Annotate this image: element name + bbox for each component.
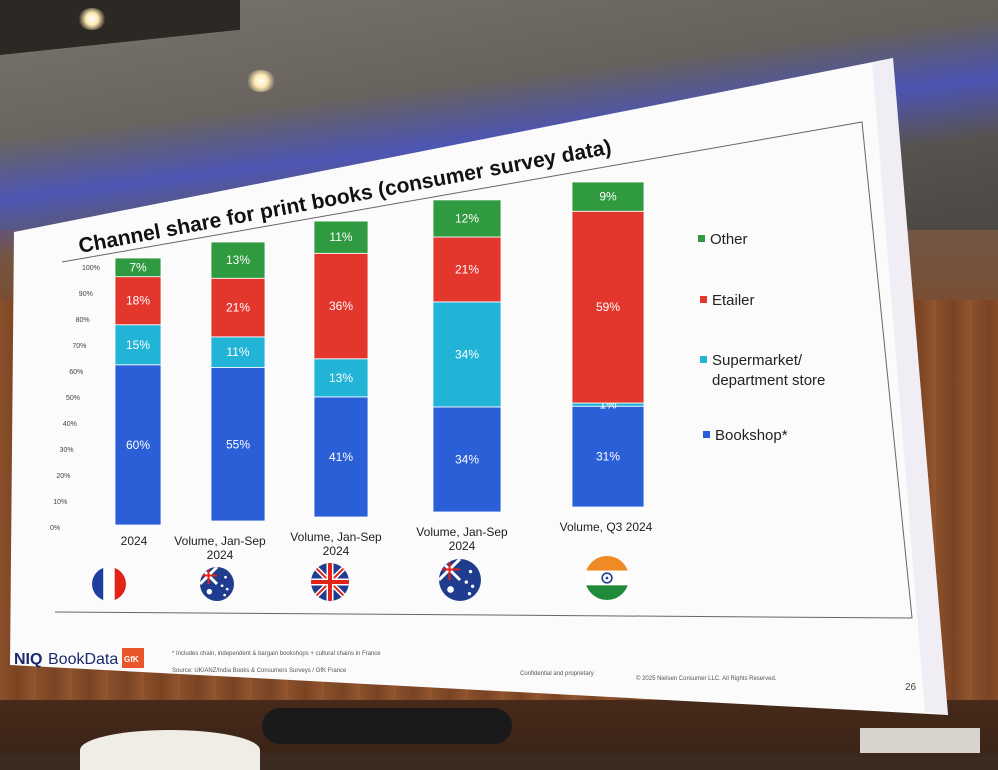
y-tick-label: 30%	[60, 447, 74, 454]
presentation-screen: Channel share for print books (consumer …	[10, 58, 948, 715]
flag-france-icon	[92, 567, 126, 601]
confidential-note: Confidential and proprietary	[520, 671, 594, 677]
conference-camera	[262, 708, 512, 744]
legend-label: Etailer	[712, 292, 755, 309]
x-tick-label: Volume, Jan-Sep	[174, 534, 266, 548]
footer: NIQ BookData GfK * Includes chain, indep…	[14, 648, 917, 693]
gfk-logo	[122, 648, 144, 668]
bar-bookshop-4	[571, 405, 645, 508]
legend-label: Other	[710, 231, 748, 248]
bar-other-0	[114, 257, 162, 278]
y-tick-label: 10%	[53, 499, 67, 506]
bar-etailer-1	[210, 277, 266, 338]
ceiling-light	[246, 70, 276, 92]
wall-outlet-panel	[860, 728, 980, 753]
screen-edge-shade	[872, 58, 948, 715]
chart-frame	[54, 121, 913, 619]
y-tick-label: 60%	[69, 369, 83, 376]
data-label: 41%	[329, 450, 353, 464]
data-label: 34%	[455, 452, 479, 466]
flag-india-icon	[585, 556, 629, 600]
bar-supermarket-department-store-0	[114, 324, 162, 366]
bar-other-2	[313, 220, 369, 254]
legend-label: Supermarket/	[712, 352, 803, 369]
legend-swatch	[703, 431, 710, 438]
x-tick-label: 2024	[449, 539, 476, 553]
x-tick-label: Volume, Q3 2024	[560, 520, 653, 534]
bar-supermarket-department-store-1	[210, 336, 266, 368]
data-label: 21%	[455, 262, 479, 276]
copyright: © 2025 Nielsen Consumer LLC. All Rights …	[636, 675, 777, 682]
bar-other-1	[210, 241, 266, 279]
bar-etailer-0	[114, 276, 162, 326]
data-label: 13%	[226, 253, 250, 267]
data-label: 31%	[596, 450, 620, 464]
data-label: 60%	[126, 438, 150, 452]
data-label: 7%	[129, 260, 147, 274]
y-tick-label: 80%	[76, 317, 90, 324]
data-label: 55%	[226, 437, 250, 451]
data-label: 11%	[226, 345, 249, 359]
y-axis: 0% 10% 20% 30% 40% 50% 60% 70% 80% 90% 100%	[50, 265, 100, 532]
x-tick-label: Volume, Jan-Sep	[416, 525, 508, 539]
brand-bookdata: BookData	[48, 651, 118, 668]
y-tick-label: 20%	[56, 473, 70, 480]
bars: 60% 15% 18% 7% 55% 11% 21% 13% 41% 13% 36% 11% 34% 34…	[114, 181, 645, 526]
legend-label: department store	[712, 372, 825, 389]
y-tick-label: 90%	[79, 291, 93, 298]
bar-supermarket-department-store-2	[313, 358, 369, 398]
x-tick-label: Volume, Jan-Sep	[290, 530, 382, 544]
data-label: 18%	[126, 294, 150, 308]
data-label: 9%	[599, 190, 617, 204]
legend-swatch	[700, 296, 707, 303]
chair-back	[80, 730, 260, 770]
bar-other-3	[432, 199, 502, 238]
bar-etailer-4	[571, 210, 645, 404]
y-tick-label: 40%	[63, 421, 77, 428]
data-label: 12%	[455, 211, 479, 225]
bar-bookshop-0	[114, 364, 162, 526]
source-note: Source: UK/ANZ/India Books & Consumers S…	[172, 668, 347, 674]
bar-bookshop-3	[432, 406, 502, 513]
bar-other-4	[571, 181, 645, 212]
x-tick-label: 2024	[121, 534, 148, 548]
data-label: 21%	[226, 301, 250, 315]
y-tick-label: 100%	[82, 265, 100, 272]
data-label: 11%	[329, 230, 352, 244]
y-tick-label: 50%	[66, 395, 80, 402]
data-label: 13%	[329, 371, 353, 385]
ceiling-light	[78, 8, 106, 30]
page-number: 26	[905, 682, 917, 693]
legend-label: Bookshop*	[715, 427, 788, 444]
bar-etailer-2	[313, 252, 369, 360]
footnote: * Includes chain, independent & bargain …	[172, 651, 381, 657]
x-tick-label: 2024	[323, 544, 350, 558]
gfk-logo-text: GfK	[124, 655, 139, 664]
legend-swatch	[700, 356, 707, 363]
flag-united-kingdom-icon	[311, 563, 349, 601]
flag-australia-icon	[200, 567, 234, 601]
y-tick-label: 70%	[72, 343, 86, 350]
x-tick-label: 2024	[207, 548, 234, 562]
data-label: 36%	[329, 299, 353, 313]
bar-bookshop-2	[313, 396, 369, 518]
data-label: 15%	[126, 338, 150, 352]
data-label: 59%	[596, 300, 620, 314]
y-tick-label: 0%	[50, 525, 60, 532]
legend: Other Etailer Supermarket/department store…	[698, 231, 825, 444]
bar-etailer-3	[432, 236, 502, 303]
country-flags	[92, 556, 629, 601]
data-label: 34%	[455, 347, 479, 361]
legend-swatch	[698, 235, 705, 242]
brand-niq: NIQ	[14, 651, 42, 668]
bar-bookshop-1	[210, 367, 266, 522]
flag-australia-icon	[439, 559, 481, 601]
